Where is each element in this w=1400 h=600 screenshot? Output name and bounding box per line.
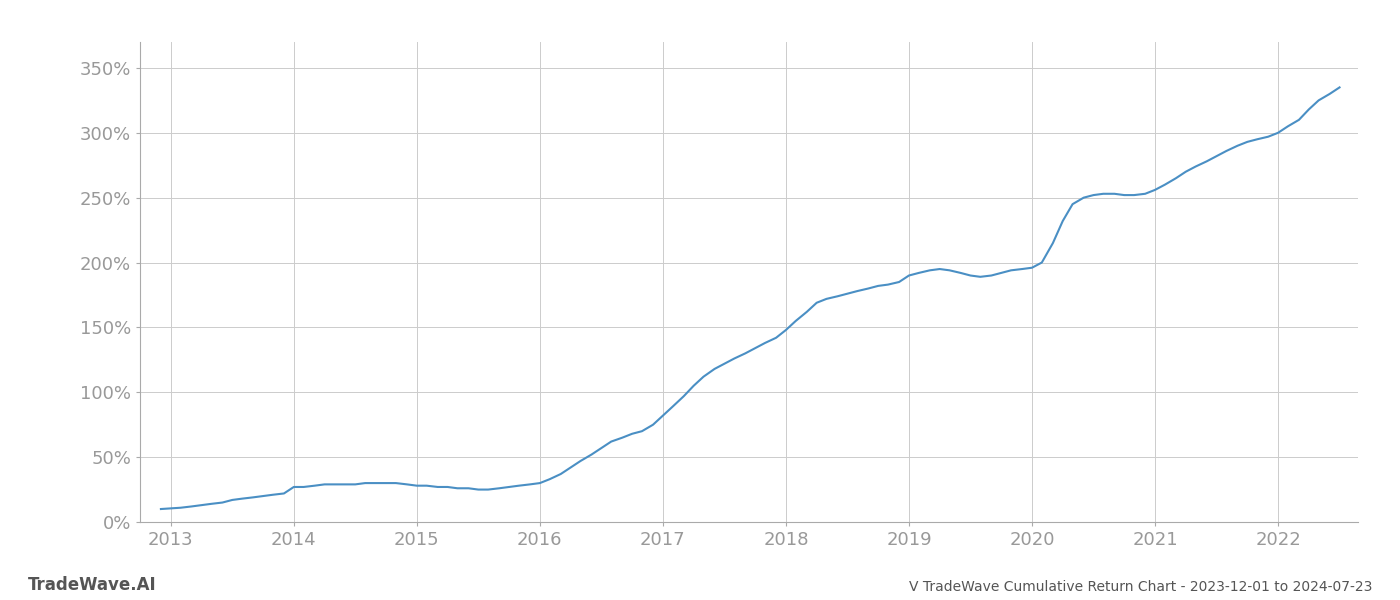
Text: V TradeWave Cumulative Return Chart - 2023-12-01 to 2024-07-23: V TradeWave Cumulative Return Chart - 20… [909, 580, 1372, 594]
Text: TradeWave.AI: TradeWave.AI [28, 576, 157, 594]
